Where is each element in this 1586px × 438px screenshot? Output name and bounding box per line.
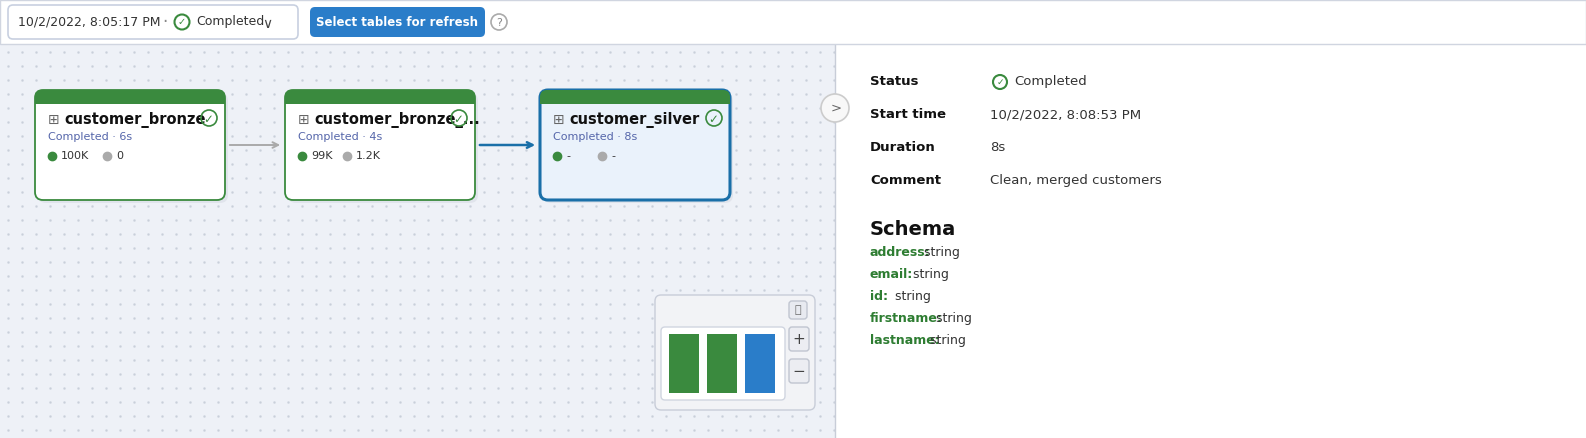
Text: ⊞: ⊞: [554, 113, 565, 127]
FancyBboxPatch shape: [788, 327, 809, 351]
Text: −: −: [793, 364, 806, 378]
Text: ✓: ✓: [178, 18, 186, 28]
Text: customer_silver: customer_silver: [569, 112, 699, 128]
Text: 10/2/2022, 8:08:53 PM: 10/2/2022, 8:08:53 PM: [990, 108, 1140, 121]
Text: >: >: [831, 102, 842, 115]
FancyBboxPatch shape: [35, 90, 225, 200]
Text: string: string: [891, 290, 931, 303]
Text: 100K: 100K: [60, 151, 89, 161]
Circle shape: [822, 94, 849, 122]
Text: Completed: Completed: [197, 15, 265, 28]
Text: Completed · 4s: Completed · 4s: [298, 132, 382, 142]
FancyBboxPatch shape: [35, 90, 225, 102]
FancyBboxPatch shape: [289, 93, 477, 203]
FancyBboxPatch shape: [542, 93, 733, 203]
Bar: [669, 334, 699, 393]
Text: ✓: ✓: [996, 78, 1004, 87]
Bar: [35, 96, 225, 104]
Text: ∨: ∨: [262, 17, 273, 31]
Text: ✓: ✓: [454, 113, 463, 126]
Text: 1.2K: 1.2K: [355, 151, 381, 161]
FancyBboxPatch shape: [285, 90, 474, 200]
Bar: [707, 334, 737, 393]
Text: 99K: 99K: [311, 151, 333, 161]
Text: 8s: 8s: [990, 141, 1006, 154]
Text: Comment: Comment: [871, 174, 940, 187]
Text: ⤢: ⤢: [795, 305, 801, 315]
Text: ⊞: ⊞: [48, 113, 60, 127]
Text: address:: address:: [871, 246, 931, 259]
Text: ?: ?: [496, 18, 501, 28]
FancyBboxPatch shape: [788, 301, 807, 319]
Text: Clean, merged customers: Clean, merged customers: [990, 174, 1163, 187]
Text: Completed: Completed: [1013, 75, 1086, 88]
FancyBboxPatch shape: [309, 7, 485, 37]
Text: string: string: [909, 268, 948, 281]
Bar: [745, 334, 776, 393]
FancyBboxPatch shape: [285, 90, 474, 102]
Text: 10/2/2022, 8:05:17 PM: 10/2/2022, 8:05:17 PM: [17, 15, 160, 28]
FancyBboxPatch shape: [655, 295, 815, 410]
Text: Schema: Schema: [871, 220, 956, 239]
Text: customer_bronze_...: customer_bronze_...: [314, 112, 479, 128]
Text: +: +: [793, 332, 806, 346]
Text: -: -: [611, 151, 615, 161]
Text: 0: 0: [116, 151, 124, 161]
Text: Completed · 6s: Completed · 6s: [48, 132, 132, 142]
Text: ✓: ✓: [707, 113, 718, 126]
Text: ✓: ✓: [203, 113, 213, 126]
FancyBboxPatch shape: [539, 90, 730, 200]
Text: Status: Status: [871, 75, 918, 88]
Bar: [285, 96, 474, 104]
Text: id:: id:: [871, 290, 888, 303]
Text: customer_bronze: customer_bronze: [63, 112, 206, 128]
Bar: [539, 96, 730, 104]
Text: Completed · 8s: Completed · 8s: [554, 132, 638, 142]
Bar: [0, 0, 1586, 44]
Text: Duration: Duration: [871, 141, 936, 154]
Text: string: string: [933, 312, 972, 325]
Text: firstname:: firstname:: [871, 312, 942, 325]
FancyBboxPatch shape: [788, 359, 809, 383]
Text: lastname:: lastname:: [871, 334, 940, 347]
Bar: [834, 44, 1586, 438]
Text: string: string: [926, 334, 966, 347]
Text: string: string: [920, 246, 960, 259]
Text: ⊞: ⊞: [298, 113, 309, 127]
Text: -: -: [566, 151, 569, 161]
Text: ·: ·: [162, 13, 167, 31]
Text: Start time: Start time: [871, 108, 945, 121]
FancyBboxPatch shape: [661, 327, 785, 400]
FancyBboxPatch shape: [38, 93, 228, 203]
Text: email:: email:: [871, 268, 914, 281]
Text: Select tables for refresh: Select tables for refresh: [317, 15, 479, 28]
FancyBboxPatch shape: [539, 90, 730, 102]
